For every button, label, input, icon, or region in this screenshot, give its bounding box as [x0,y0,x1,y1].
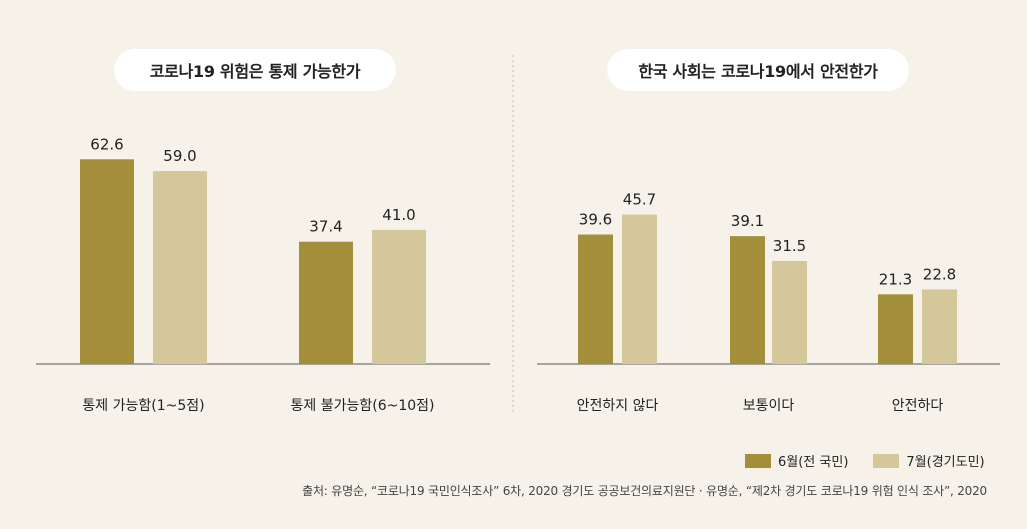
bar-chart1-cat1-series0 [730,236,765,364]
bar-chart1-cat0-series0 [578,234,613,364]
bar-chart0-cat0-series0 [80,159,134,364]
category-label-chart1-cat1: 보통이다 [743,398,795,414]
bar-chart1-cat2-series1 [922,289,957,364]
legend-label-july: 7월(경기도민) [906,455,985,470]
category-label-chart1-cat2: 안전하다 [892,398,944,414]
data-label-chart0-cat1-series0: 37.4 [309,218,342,236]
legend-swatch-june [745,453,771,468]
legend-item-june: 6월(전 국민) [745,451,848,470]
bar-chart1-cat1-series1 [772,260,807,364]
bar-chart0-cat0-series1 [153,171,207,364]
bar-chart0-cat1-series0 [299,241,353,364]
legend-item-july: 7월(경기도민) [873,451,985,470]
legend-label-june: 6월(전 국민) [778,455,849,470]
source-note: 출처: 유명순, “코로나19 국민인식조사” 6차, 2020 경기도 공공보… [302,484,987,498]
legend: 6월(전 국민) 7월(경기도민) [745,451,1010,470]
right-chart-title: 한국 사회는 코로나19에서 안전한가 [607,49,909,91]
left-chart-title: 코로나19 위험은 통제 가능한가 [114,49,396,91]
data-label-chart0-cat0-series1: 59.0 [163,147,196,165]
data-label-chart1-cat2-series0: 21.3 [879,270,912,288]
data-label-chart1-cat1-series0: 39.1 [731,212,764,230]
category-label-chart0-cat0: 통제 가능함(1~5점) [82,398,204,414]
data-label-chart1-cat0-series0: 39.6 [579,211,612,229]
legend-swatch-july [873,453,900,468]
data-label-chart1-cat1-series1: 31.5 [773,237,806,255]
bar-chart1-cat0-series1 [622,214,657,364]
data-label-chart1-cat2-series1: 22.8 [923,265,956,283]
category-label-chart1-cat0: 안전하지 않다 [577,398,659,414]
bar-chart1-cat2-series0 [878,294,913,364]
category-label-chart0-cat1: 통제 불가능함(6~10점) [291,398,435,414]
data-label-chart0-cat1-series1: 41.0 [382,206,415,224]
bar-chart0-cat1-series1 [372,229,426,364]
data-label-chart1-cat0-series1: 45.7 [623,191,656,209]
data-label-chart0-cat0-series0: 62.6 [90,135,123,153]
